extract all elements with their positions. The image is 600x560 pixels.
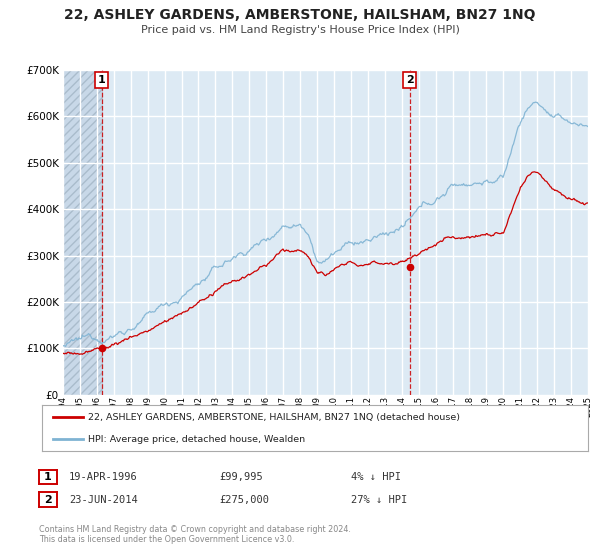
Text: 1: 1 — [98, 75, 106, 85]
Text: Contains HM Land Registry data © Crown copyright and database right 2024.
This d: Contains HM Land Registry data © Crown c… — [39, 525, 351, 544]
Text: 22, ASHLEY GARDENS, AMBERSTONE, HAILSHAM, BN27 1NQ (detached house): 22, ASHLEY GARDENS, AMBERSTONE, HAILSHAM… — [88, 413, 460, 422]
Text: £275,000: £275,000 — [219, 494, 269, 505]
Text: £99,995: £99,995 — [219, 472, 263, 482]
Text: 2: 2 — [406, 75, 413, 85]
Text: Price paid vs. HM Land Registry's House Price Index (HPI): Price paid vs. HM Land Registry's House … — [140, 25, 460, 35]
Text: 23-JUN-2014: 23-JUN-2014 — [69, 494, 138, 505]
Text: 19-APR-1996: 19-APR-1996 — [69, 472, 138, 482]
Text: HPI: Average price, detached house, Wealden: HPI: Average price, detached house, Weal… — [88, 435, 305, 444]
Bar — [63, 70, 102, 395]
Text: 2: 2 — [44, 494, 52, 505]
Text: 4% ↓ HPI: 4% ↓ HPI — [351, 472, 401, 482]
Text: 27% ↓ HPI: 27% ↓ HPI — [351, 494, 407, 505]
Text: 22, ASHLEY GARDENS, AMBERSTONE, HAILSHAM, BN27 1NQ: 22, ASHLEY GARDENS, AMBERSTONE, HAILSHAM… — [64, 8, 536, 22]
Bar — [63, 70, 102, 395]
Text: 1: 1 — [44, 472, 52, 482]
